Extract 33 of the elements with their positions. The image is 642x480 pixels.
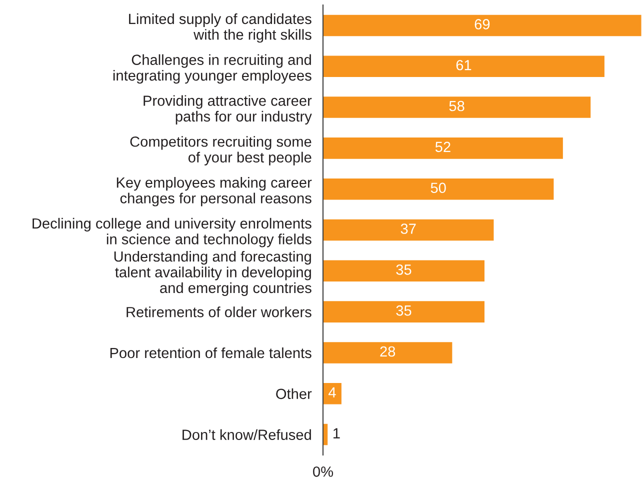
y-tick-label: Understanding and forecasting talent availability in developing and emerging countries bbox=[114, 250, 312, 296]
bar bbox=[323, 178, 554, 200]
bar bbox=[323, 138, 563, 159]
data-label: 35 bbox=[396, 305, 412, 316]
data-label: 37 bbox=[400, 224, 416, 234]
data-label: 35 bbox=[396, 264, 412, 275]
bar bbox=[323, 96, 591, 118]
data-label: 52 bbox=[435, 142, 450, 152]
bar bbox=[323, 56, 604, 77]
y-tick-label: Poor retention of female talents bbox=[110, 347, 312, 358]
y-tick-label: Key employees making career changes for personal reasons bbox=[116, 177, 312, 206]
bar bbox=[323, 342, 452, 364]
data-label: 58 bbox=[449, 100, 464, 112]
y-tick-label: Providing attractive career paths for our industry bbox=[144, 95, 312, 124]
bar bbox=[323, 301, 484, 322]
data-label: 61 bbox=[456, 60, 472, 70]
data-label: 69 bbox=[474, 19, 490, 30]
text: 0% bbox=[313, 466, 334, 477]
y-tick-label: Other bbox=[276, 388, 312, 400]
bar bbox=[323, 14, 642, 36]
data-label: 50 bbox=[430, 182, 446, 194]
data-label: 28 bbox=[380, 346, 396, 357]
bar bbox=[323, 260, 484, 282]
y-tick-label: Competitors recruiting some of your best people bbox=[130, 136, 312, 166]
data-label: 4 bbox=[328, 387, 336, 398]
y-tick-label: Declining college and university enrolments in science and technology fields bbox=[32, 218, 312, 248]
bar bbox=[323, 219, 494, 241]
bar bbox=[323, 383, 342, 404]
y-tick-label: Challenges in recruiting and integrating younger employees bbox=[113, 54, 312, 84]
data-label: 1 bbox=[334, 428, 340, 438]
y-tick-label: Don’t know/Refused bbox=[182, 429, 311, 440]
y-tick-label: Limited supply of candidates with the right skills bbox=[129, 13, 312, 43]
y-tick-label: Retirements of older workers bbox=[126, 306, 312, 318]
